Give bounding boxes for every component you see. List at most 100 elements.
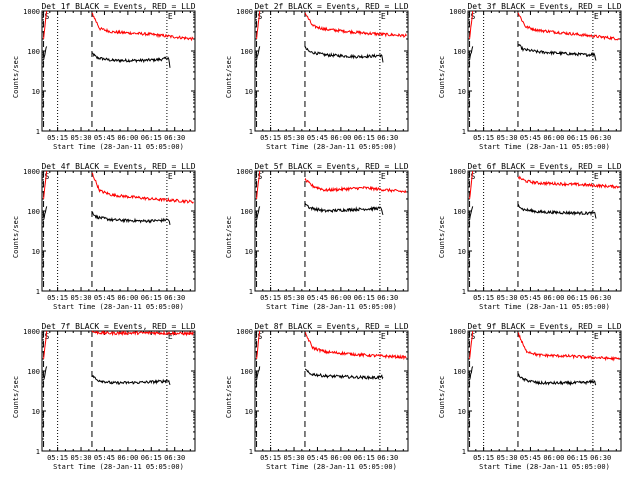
y-tick-label: 100 (240, 368, 253, 376)
y-tick-label: 1000 (23, 328, 40, 336)
x-tick-label: 06:00 (117, 454, 138, 462)
series-line-lld (91, 329, 194, 337)
plot-frame (467, 170, 622, 292)
x-tick-label: 06:30 (590, 294, 611, 302)
x-tick-label: 05:45 (307, 454, 328, 462)
plot-frame (41, 330, 196, 452)
x-tick-label: 06:15 (354, 294, 375, 302)
x-tick-label: 06:15 (354, 454, 375, 462)
y-axis-label: Counts/sec (225, 56, 233, 98)
series-line-events (91, 374, 171, 386)
series-line-events (43, 206, 48, 221)
series-line-lld (517, 175, 620, 190)
y-tick-label: 1000 (449, 168, 466, 176)
y-axis-label: Counts/sec (12, 56, 20, 98)
y-tick-label: 10 (245, 248, 253, 256)
y-tick-label: 100 (27, 48, 40, 56)
y-tick-label: 100 (453, 208, 466, 216)
y-tick-label: 1 (249, 288, 253, 296)
y-tick-label: 10 (32, 88, 40, 96)
y-tick-label: 10 (32, 408, 40, 416)
y-tick-label: 1000 (236, 328, 253, 336)
y-tick-label: 1 (249, 448, 253, 456)
x-tick-label: 05:30 (283, 454, 304, 462)
x-tick-label: 06:15 (141, 294, 162, 302)
x-tick-label: 05:30 (70, 454, 91, 462)
y-tick-label: 10 (245, 88, 253, 96)
plot-frame (254, 330, 409, 452)
series-line-lld (469, 10, 474, 40)
panel-title: Det 6f BLACK = Events, RED = LLD (467, 162, 621, 171)
x-tick-label: 05:30 (496, 134, 517, 142)
x-tick-label: 06:00 (543, 454, 564, 462)
y-tick-label: 100 (453, 48, 466, 56)
x-tick-label: 05:45 (307, 294, 328, 302)
x-tick-label: 06:00 (330, 134, 351, 142)
series-line-events (517, 203, 597, 219)
series-line-lld (256, 330, 261, 360)
x-tick-label: 05:15 (260, 454, 281, 462)
y-tick-label: 10 (458, 88, 466, 96)
series-line-events (469, 206, 474, 220)
panel-title: Det 9f BLACK = Events, RED = LLD (467, 322, 621, 331)
y-tick-label: 1 (462, 288, 466, 296)
panel-title: Det 8f BLACK = Events, RED = LLD (254, 322, 408, 331)
series-line-events (304, 202, 384, 216)
x-tick-label: 06:30 (590, 134, 611, 142)
x-tick-label: 06:15 (567, 294, 588, 302)
y-tick-label: 1 (36, 448, 40, 456)
series-line-lld (305, 332, 407, 361)
x-tick-label: 06:30 (377, 294, 398, 302)
y-tick-label: 1000 (236, 168, 253, 176)
series-line-lld (43, 170, 48, 200)
panel-det-1: Det 1f BLACK = Events, RED = LLD 1 10 100 10… (12, 2, 196, 151)
series-line-lld (91, 12, 194, 42)
x-axis-label: Start Time (28-Jan-11 05:05:00) (53, 143, 184, 151)
x-tick-label: 05:30 (496, 454, 517, 462)
end-marker-label: E (168, 12, 173, 21)
y-axis-label: Counts/sec (438, 216, 446, 258)
series-line-lld (256, 170, 261, 200)
x-tick-label: 05:15 (47, 294, 68, 302)
x-tick-label: 06:30 (164, 134, 185, 142)
start-marker-label: S (471, 332, 476, 341)
x-tick-label: 06:15 (567, 134, 588, 142)
start-marker-label: S (258, 12, 263, 21)
y-tick-label: 1000 (449, 328, 466, 336)
x-axis-label: Start Time (28-Jan-11 05:05:00) (479, 303, 610, 311)
panel-title: Det 1f BLACK = Events, RED = LLD (41, 2, 195, 11)
x-axis-label: Start Time (28-Jan-11 05:05:00) (266, 143, 397, 151)
x-axis-label: Start Time (28-Jan-11 05:05:00) (479, 463, 610, 471)
series-line-lld (469, 170, 474, 200)
start-marker-label: S (45, 332, 50, 341)
start-marker-label: S (258, 332, 263, 341)
x-axis-label: Start Time (28-Jan-11 05:05:00) (479, 143, 610, 151)
end-marker-label: E (381, 332, 386, 341)
plot-frame (467, 10, 622, 132)
series-line-events (256, 206, 261, 221)
x-tick-label: 06:30 (377, 134, 398, 142)
series-line-events (469, 46, 474, 60)
panel-det-7: Det 7f BLACK = Events, RED = LLD 1 10 100 10… (12, 322, 196, 471)
x-tick-label: 05:15 (260, 294, 281, 302)
plot-frame (254, 170, 409, 292)
x-tick-label: 05:30 (283, 294, 304, 302)
x-tick-label: 06:00 (543, 134, 564, 142)
x-tick-label: 05:15 (473, 454, 494, 462)
x-tick-label: 06:30 (164, 454, 185, 462)
x-tick-label: 06:15 (141, 134, 162, 142)
series-line-lld (469, 330, 474, 360)
x-tick-label: 05:15 (473, 134, 494, 142)
y-axis-label: Counts/sec (225, 216, 233, 258)
series-line-events (91, 211, 171, 225)
x-tick-label: 05:30 (496, 294, 517, 302)
x-tick-label: 06:15 (567, 454, 588, 462)
end-marker-label: E (381, 172, 386, 181)
y-tick-label: 10 (32, 248, 40, 256)
x-tick-label: 06:15 (141, 454, 162, 462)
panel-det-6: Det 6f BLACK = Events, RED = LLD 1 10 100 10… (438, 162, 622, 311)
y-tick-label: 1000 (236, 8, 253, 16)
panel-title: Det 2f BLACK = Events, RED = LLD (254, 2, 408, 11)
x-tick-label: 05:30 (283, 134, 304, 142)
